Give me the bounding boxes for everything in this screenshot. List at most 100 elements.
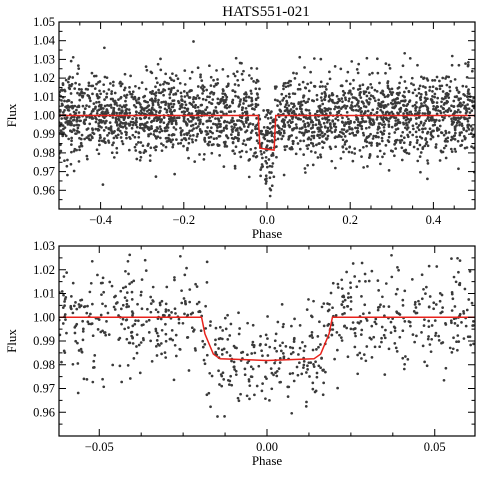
data-point — [180, 110, 184, 114]
data-point — [65, 271, 69, 275]
data-point — [244, 106, 248, 110]
data-point — [339, 157, 343, 160]
data-point — [237, 84, 240, 87]
data-point — [102, 90, 106, 93]
data-point — [127, 148, 131, 152]
data-point — [157, 88, 160, 92]
data-point — [112, 136, 116, 140]
data-point — [443, 139, 447, 143]
data-point — [276, 320, 280, 324]
data-point — [135, 101, 139, 105]
data-point — [86, 320, 90, 324]
data-point — [273, 346, 277, 350]
data-point — [253, 393, 256, 397]
data-point — [165, 108, 169, 112]
data-point — [157, 98, 160, 102]
data-point — [443, 116, 446, 120]
data-point — [154, 128, 157, 132]
data-point — [279, 102, 282, 106]
data-point — [111, 143, 114, 147]
data-point — [428, 89, 431, 92]
data-point — [457, 340, 461, 343]
data-point — [396, 101, 400, 104]
data-point — [381, 92, 385, 96]
data-point — [261, 382, 264, 385]
data-point — [265, 180, 268, 183]
data-point — [288, 147, 292, 150]
data-point — [455, 340, 458, 344]
data-point — [282, 82, 286, 85]
data-point — [208, 371, 212, 375]
data-point — [377, 122, 381, 125]
data-point — [375, 57, 379, 61]
data-point — [438, 87, 442, 91]
data-point — [125, 299, 129, 302]
data-point — [225, 95, 229, 99]
data-point — [206, 95, 209, 99]
data-point — [315, 118, 318, 122]
data-point — [400, 158, 404, 162]
data-point — [120, 82, 124, 86]
data-point — [334, 166, 337, 170]
data-point — [198, 128, 202, 131]
data-point — [414, 117, 418, 120]
data-point — [122, 88, 126, 92]
data-point — [119, 84, 123, 88]
data-point — [225, 350, 229, 354]
data-point — [450, 150, 454, 153]
data-point — [78, 93, 81, 97]
data-point — [458, 131, 462, 135]
data-point — [458, 283, 462, 287]
data-point — [356, 71, 360, 75]
data-point — [388, 67, 392, 70]
data-point — [185, 148, 189, 152]
data-point — [282, 129, 286, 133]
y-tick-label: 0.98 — [33, 146, 55, 160]
data-point — [173, 109, 176, 112]
data-point — [78, 119, 81, 123]
data-point — [467, 92, 471, 96]
data-point — [152, 133, 156, 136]
data-point — [227, 110, 231, 114]
data-point — [79, 304, 83, 308]
data-point — [268, 139, 271, 143]
data-point — [253, 351, 257, 355]
data-point — [73, 147, 77, 151]
data-point — [376, 155, 379, 158]
data-point — [463, 137, 467, 141]
data-point — [98, 136, 102, 140]
data-point — [326, 129, 330, 132]
data-point — [147, 133, 150, 136]
data-point — [328, 94, 331, 97]
data-point — [230, 125, 234, 129]
data-point — [125, 337, 129, 341]
data-point — [390, 110, 394, 114]
data-point — [429, 350, 433, 354]
data-point — [65, 105, 69, 108]
data-point — [221, 371, 225, 375]
data-point — [320, 99, 324, 102]
data-points — [59, 40, 475, 198]
data-point — [120, 105, 124, 109]
data-point — [292, 109, 296, 113]
data-point — [153, 117, 156, 120]
data-point — [84, 107, 87, 110]
data-point — [324, 112, 328, 116]
data-point — [192, 40, 195, 43]
y-tick-label: 1.02 — [33, 263, 55, 277]
data-point — [264, 333, 268, 337]
data-point — [251, 323, 255, 327]
data-point — [358, 108, 362, 111]
data-point — [380, 117, 384, 121]
data-point — [309, 138, 313, 141]
data-point — [420, 273, 424, 277]
data-point — [319, 153, 322, 157]
data-point — [214, 117, 217, 120]
data-point — [386, 103, 390, 106]
y-tick-label: 1.03 — [33, 52, 55, 66]
data-point — [71, 311, 75, 315]
y-tick-label: 1.04 — [33, 34, 56, 48]
data-point — [280, 303, 284, 306]
data-point — [316, 109, 319, 113]
data-point — [123, 72, 127, 76]
